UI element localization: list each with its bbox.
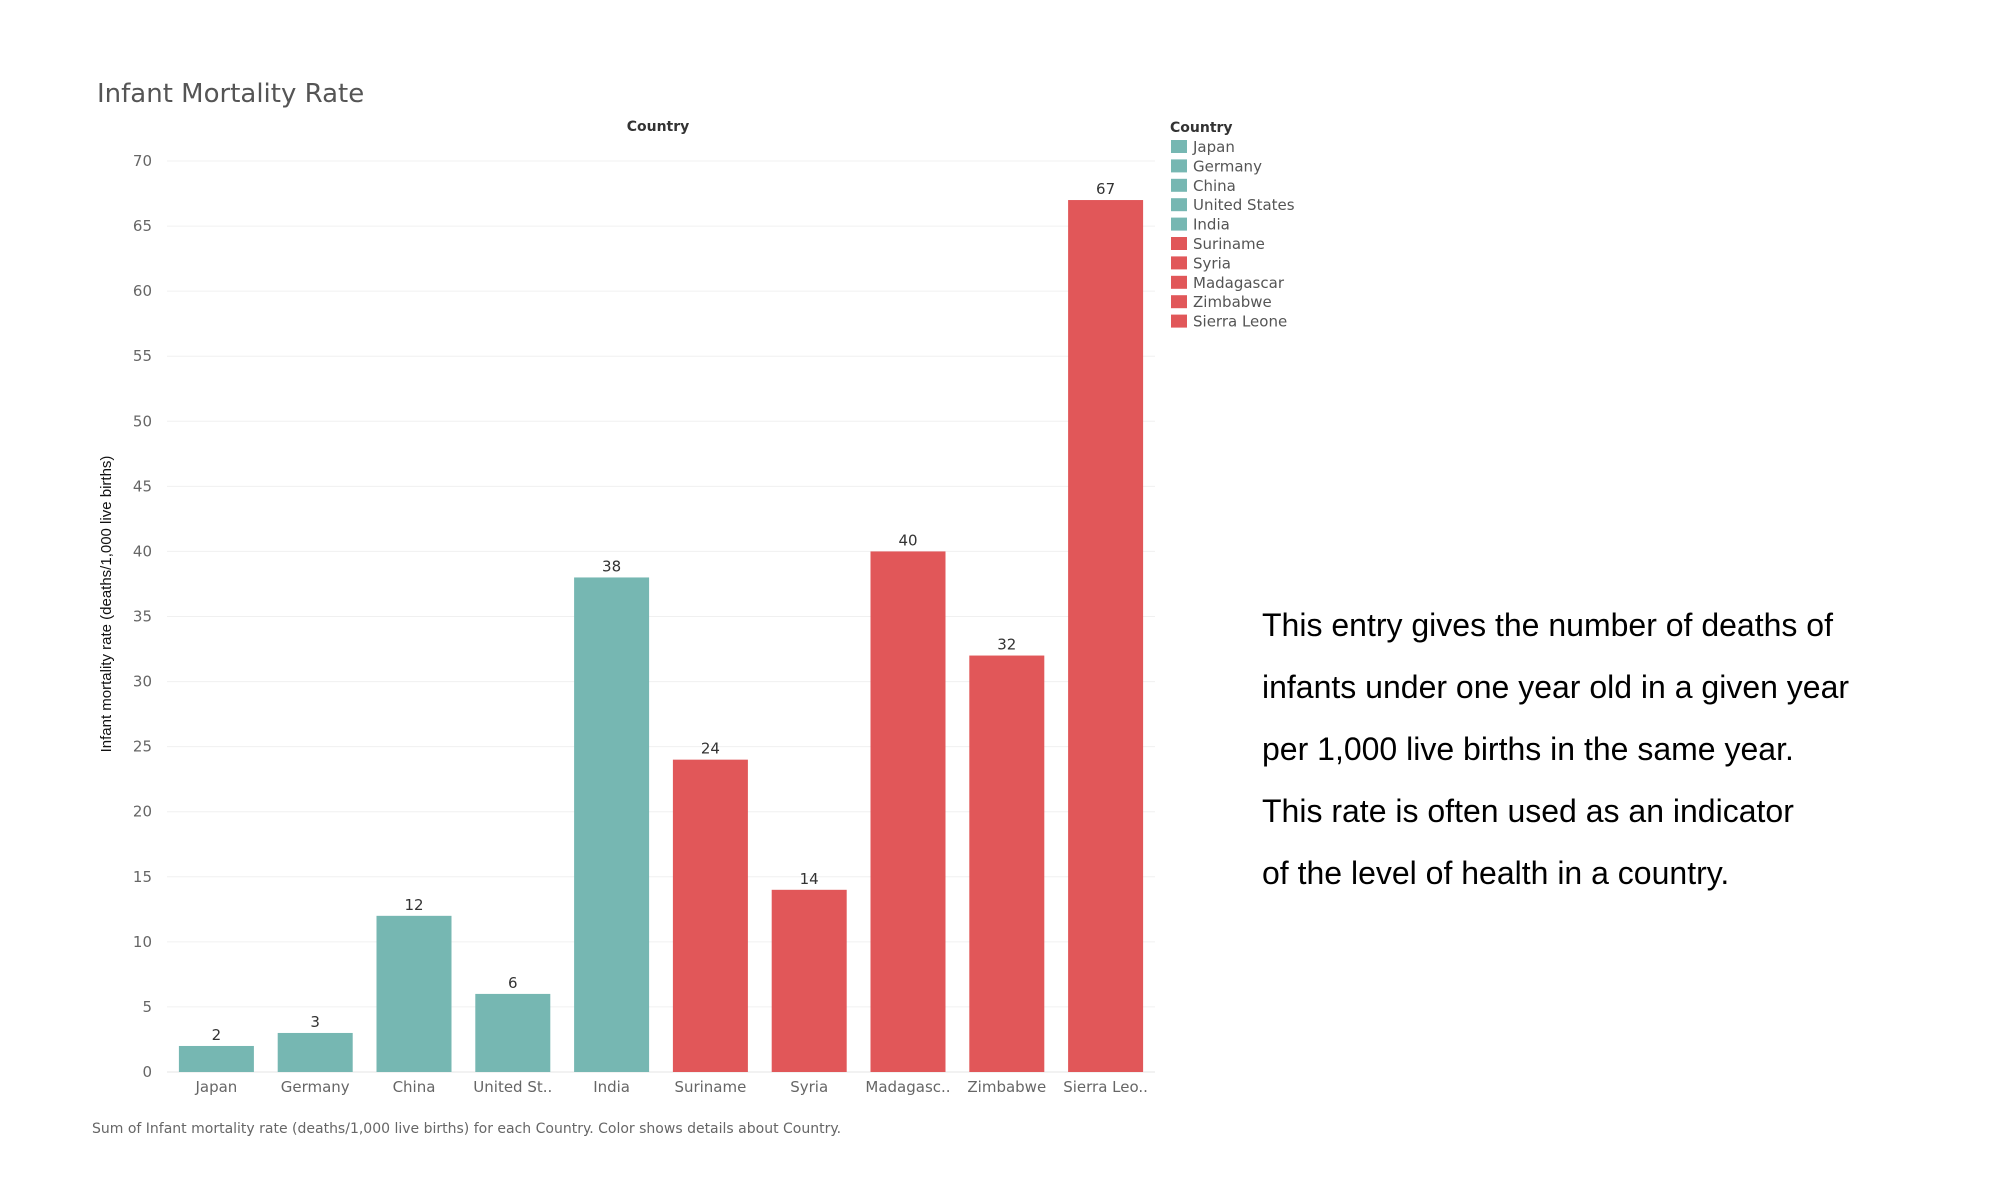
y-tick-label: 15 bbox=[133, 868, 152, 886]
bar-value-label: 32 bbox=[997, 636, 1016, 654]
legend-label: China bbox=[1193, 177, 1236, 195]
legend-swatch bbox=[1171, 275, 1187, 289]
column-header: Country bbox=[627, 119, 690, 135]
bar-value-label: 67 bbox=[1096, 180, 1115, 198]
y-axis-ticks: 0 5 10 15 20 25 30 35 40 45 50 55 60 65 70 bbox=[133, 152, 152, 1081]
x-category-label: China bbox=[393, 1078, 436, 1096]
x-category-label: United St.. bbox=[473, 1078, 552, 1096]
y-tick-label: 35 bbox=[133, 608, 152, 626]
bar bbox=[870, 551, 946, 1072]
description-line: infants under one year old in a given ye… bbox=[1262, 669, 1850, 705]
x-category-label: Suriname bbox=[674, 1078, 746, 1096]
bars bbox=[178, 200, 1144, 1073]
description-line: This rate is often used as an indicator bbox=[1262, 793, 1794, 829]
legend-label: United States bbox=[1193, 196, 1295, 214]
legend-label: Suriname bbox=[1193, 235, 1265, 253]
y-tick-label: 55 bbox=[133, 347, 152, 365]
legend-title: Country bbox=[1170, 120, 1233, 136]
bar-value-label: 2 bbox=[212, 1026, 222, 1044]
y-tick-label: 25 bbox=[133, 738, 152, 756]
bar bbox=[178, 1045, 254, 1072]
y-tick-label: 10 bbox=[133, 933, 152, 951]
bar bbox=[672, 759, 748, 1072]
bar-value-label: 12 bbox=[404, 896, 423, 914]
legend-label: Madagascar bbox=[1193, 274, 1285, 292]
x-category-label: Zimbabwe bbox=[967, 1078, 1046, 1096]
legend-swatch bbox=[1171, 217, 1187, 231]
legend-swatch bbox=[1171, 295, 1187, 309]
bar bbox=[969, 655, 1045, 1072]
bar bbox=[376, 915, 452, 1072]
y-tick-label: 20 bbox=[133, 803, 152, 821]
legend-swatch bbox=[1171, 159, 1187, 173]
legend-swatch bbox=[1171, 198, 1187, 212]
y-tick-label: 45 bbox=[133, 477, 152, 495]
x-category-label: India bbox=[593, 1078, 630, 1096]
description-line: This entry gives the number of deaths of bbox=[1262, 607, 1833, 643]
bar-value-label: 14 bbox=[800, 870, 819, 888]
y-axis-label: Infant mortality rate (deaths/1,000 live… bbox=[98, 456, 115, 753]
legend-swatch bbox=[1171, 256, 1187, 270]
bar-value-label: 38 bbox=[602, 557, 621, 575]
y-tick-label: 5 bbox=[142, 998, 152, 1016]
x-category-label: Madagasc.. bbox=[865, 1078, 950, 1096]
legend-label: Syria bbox=[1193, 254, 1231, 272]
legend-swatch bbox=[1171, 314, 1187, 328]
legend-label: Germany bbox=[1193, 157, 1262, 175]
y-tick-label: 0 bbox=[142, 1063, 152, 1081]
x-category-label: Japan bbox=[194, 1078, 237, 1096]
legend-label: India bbox=[1193, 216, 1230, 234]
legend-swatch bbox=[1171, 178, 1187, 192]
legend-label: Zimbabwe bbox=[1193, 293, 1272, 311]
x-axis-categories: Japan Germany China United St.. India Surinam… bbox=[194, 1078, 1147, 1096]
description-line: per 1,000 live births in the same year. bbox=[1262, 731, 1794, 767]
description-text: This entry gives the number of deaths of… bbox=[1262, 594, 1962, 904]
chart-title: Infant Mortality Rate bbox=[97, 79, 364, 109]
legend-label: Japan bbox=[1192, 138, 1235, 156]
chart-footnote: Sum of Infant mortality rate (deaths/1,0… bbox=[92, 1121, 841, 1137]
legend-swatch bbox=[1171, 140, 1187, 153]
y-tick-label: 70 bbox=[133, 152, 152, 170]
bar bbox=[771, 889, 847, 1072]
y-tick-label: 50 bbox=[133, 412, 152, 430]
y-tick-label: 60 bbox=[133, 282, 152, 300]
y-tick-label: 40 bbox=[133, 542, 152, 560]
x-category-label: Syria bbox=[790, 1078, 828, 1096]
y-tick-label: 30 bbox=[133, 673, 152, 691]
legend-swatch bbox=[1171, 237, 1187, 250]
description-line: of the level of health in a country. bbox=[1262, 855, 1730, 891]
y-tick-label: 65 bbox=[133, 217, 152, 235]
bar-value-label: 40 bbox=[898, 531, 917, 549]
bar bbox=[475, 993, 551, 1072]
data-labels: 2 3 12 6 38 24 14 40 32 67 bbox=[212, 180, 1116, 1044]
x-category-label: Germany bbox=[281, 1078, 350, 1096]
bar bbox=[277, 1032, 353, 1072]
bar-value-label: 6 bbox=[508, 974, 518, 992]
x-category-label: Sierra Leo.. bbox=[1063, 1078, 1148, 1096]
legend-label: Sierra Leone bbox=[1193, 313, 1287, 331]
bar bbox=[1068, 200, 1144, 1073]
bar-value-label: 3 bbox=[310, 1013, 320, 1031]
bar bbox=[574, 577, 650, 1072]
bar-value-label: 24 bbox=[701, 740, 720, 758]
